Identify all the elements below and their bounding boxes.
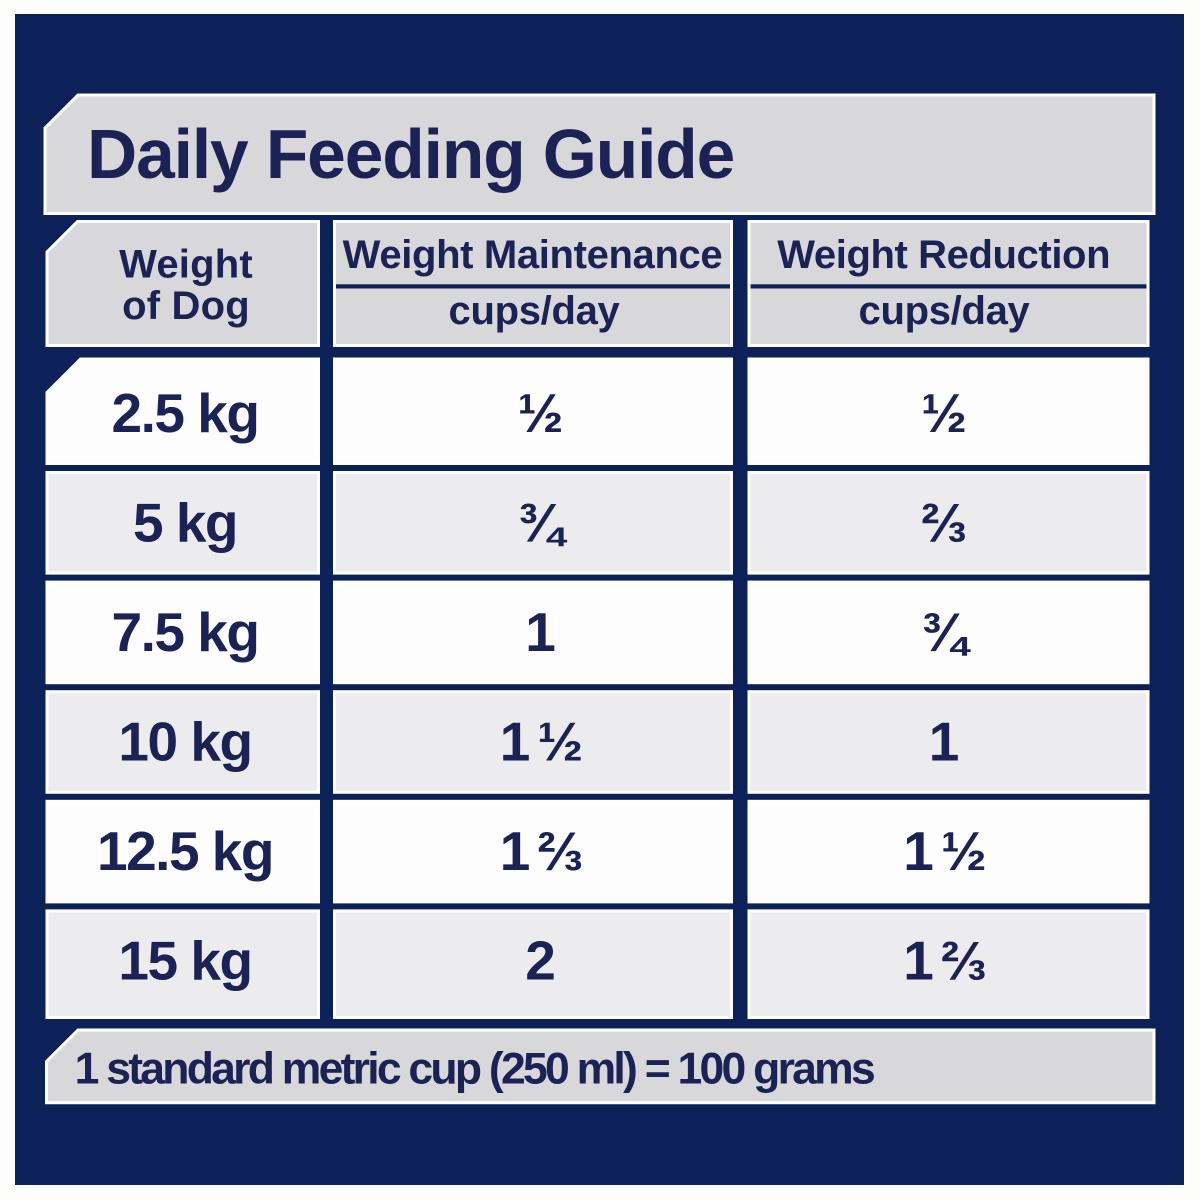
- svg-text:10 kg: 10 kg: [118, 710, 251, 772]
- svg-text:1: 1: [929, 710, 960, 772]
- svg-text:¾: ¾: [921, 601, 971, 663]
- svg-text:of Dog: of Dog: [122, 284, 250, 328]
- svg-text:7.5 kg: 7.5 kg: [112, 601, 259, 663]
- svg-text:¾: ¾: [518, 491, 568, 553]
- svg-text:12.5 kg: 12.5 kg: [97, 820, 273, 882]
- svg-text:⅔: ⅔: [921, 491, 967, 553]
- svg-text:½: ½: [921, 382, 967, 444]
- svg-text:½: ½: [518, 382, 564, 444]
- svg-text:1 ⅔: 1 ⅔: [500, 820, 582, 882]
- svg-text:cups/day: cups/day: [859, 289, 1031, 333]
- svg-text:1 ⅔: 1 ⅔: [903, 929, 985, 991]
- svg-text:1 ½: 1 ½: [903, 820, 985, 882]
- svg-text:Weight: Weight: [119, 243, 253, 287]
- svg-text:5 kg: 5 kg: [133, 491, 237, 553]
- svg-text:15 kg: 15 kg: [118, 929, 251, 991]
- svg-text:1 ½: 1 ½: [500, 710, 582, 772]
- svg-text:1: 1: [525, 601, 556, 663]
- svg-text:2: 2: [525, 929, 556, 991]
- svg-text:Daily Feeding Guide: Daily Feeding Guide: [87, 115, 734, 193]
- svg-text:Weight Reduction: Weight Reduction: [777, 233, 1110, 277]
- svg-text:1 standard metric cup (250 ml): 1 standard metric cup (250 ml) = 100 gra…: [75, 1045, 874, 1094]
- svg-text:Weight Maintenance: Weight Maintenance: [343, 233, 723, 277]
- svg-text:2.5 kg: 2.5 kg: [112, 382, 259, 444]
- svg-text:cups/day: cups/day: [449, 289, 621, 333]
